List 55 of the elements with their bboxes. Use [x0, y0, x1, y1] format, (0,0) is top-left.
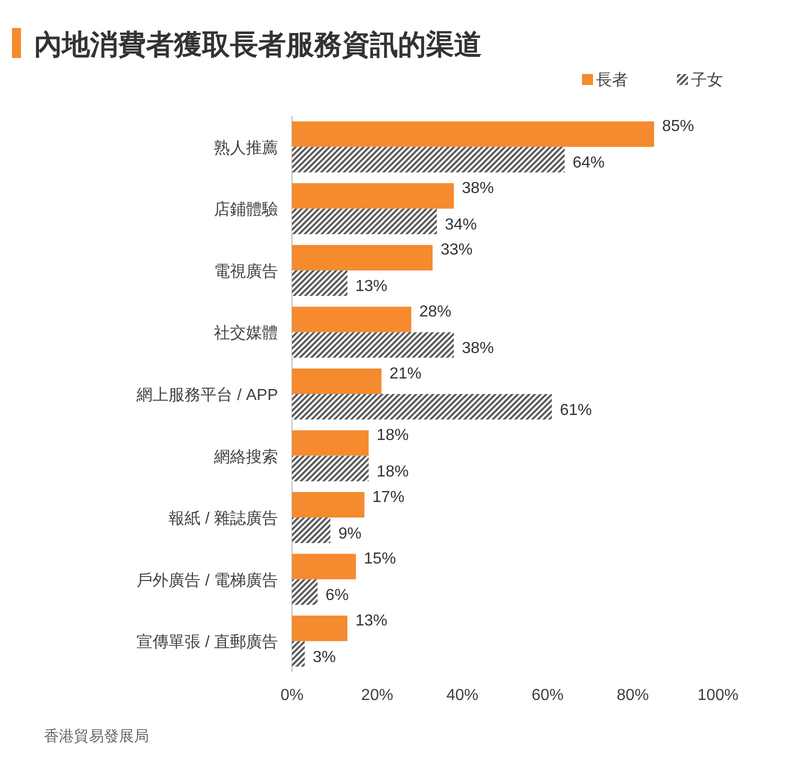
data-label: 18% — [376, 464, 409, 481]
bar — [292, 306, 412, 332]
bar — [292, 208, 437, 234]
bar — [292, 146, 565, 172]
y-tick-label: 熟人推薦 — [214, 138, 278, 157]
data-label: 15% — [364, 550, 396, 568]
y-tick-label: 社交媒體 — [214, 324, 278, 342]
legend-label: 子女 — [691, 72, 723, 89]
data-label: 13% — [355, 612, 388, 630]
bar — [292, 121, 654, 147]
x-tick-label: 60% — [532, 687, 564, 704]
bar — [292, 270, 348, 296]
data-label: 13% — [355, 278, 388, 296]
x-tick-label: 40% — [446, 687, 478, 704]
data-label: 21% — [389, 365, 422, 382]
bar — [292, 518, 330, 544]
data-label: 64% — [572, 154, 605, 172]
data-label: 33% — [440, 242, 473, 259]
y-tick-label: 網上服務平台 / APP — [136, 386, 278, 404]
data-label: 6% — [326, 587, 349, 604]
data-label: 28% — [419, 303, 452, 320]
x-tick-label: 20% — [361, 687, 394, 704]
bar — [292, 492, 364, 518]
bar — [292, 641, 305, 667]
y-tick-label: 電視廣告 — [214, 262, 278, 280]
bar — [292, 183, 454, 209]
bar — [292, 368, 382, 394]
data-label: 85% — [662, 118, 694, 136]
y-tick-label: 宣傳單張 / 直郵廣告 — [136, 633, 278, 652]
bar — [292, 616, 348, 642]
data-label: 38% — [462, 340, 494, 357]
data-label: 38% — [462, 180, 494, 197]
x-tick-label: 80% — [616, 687, 649, 704]
bar — [292, 579, 318, 605]
bar — [292, 554, 356, 580]
legend-label: 長者 — [596, 71, 628, 89]
bar — [292, 244, 433, 270]
y-tick-label: 戶外廣告 / 電梯廣告 — [136, 571, 278, 590]
y-tick-label: 報紙 / 雜誌廣告 — [168, 510, 278, 528]
data-label: 34% — [444, 216, 477, 234]
data-label: 3% — [312, 648, 336, 666]
x-tick-label: 0% — [280, 687, 304, 704]
y-tick-label: 店鋪體驗 — [214, 200, 278, 219]
y-tick-label: 網絡搜索 — [213, 448, 278, 466]
data-label: 9% — [338, 525, 362, 542]
text: 香港貿易發展局 — [44, 728, 149, 745]
x-tick-label: 100% — [698, 687, 738, 704]
bar — [292, 456, 369, 482]
bar — [292, 430, 369, 456]
chart-title: 內地消費者獲取長者服務資訊的渠道 — [34, 29, 482, 60]
data-label: 18% — [376, 427, 409, 444]
data-label: 17% — [372, 488, 404, 506]
data-label: 61% — [560, 402, 592, 419]
bar — [292, 332, 454, 358]
bar — [292, 394, 552, 420]
